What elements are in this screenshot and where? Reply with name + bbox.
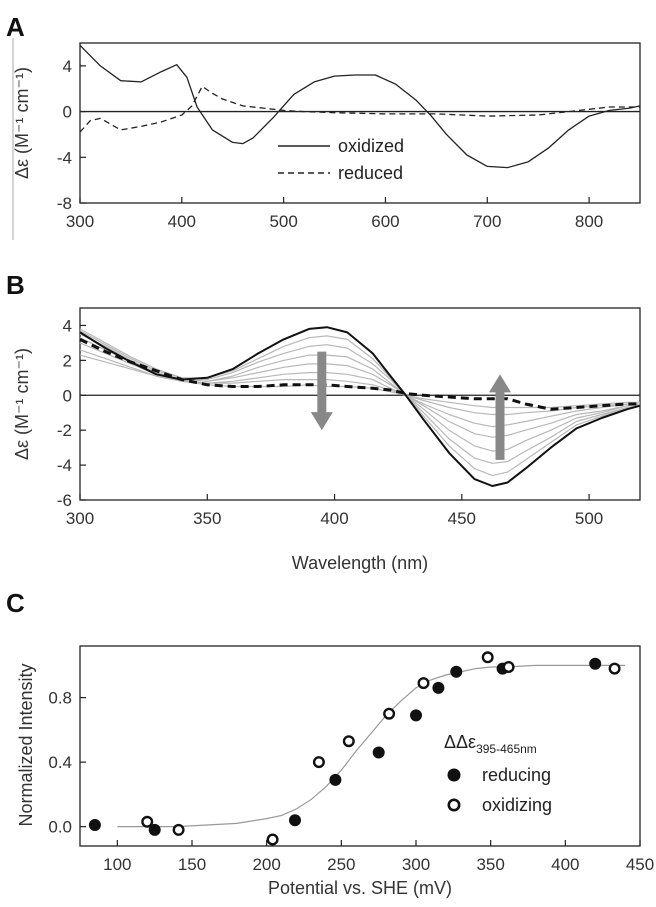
x-tick-label: 450 xyxy=(626,855,654,874)
point-oxidizing xyxy=(342,735,355,748)
x-tick-label: 450 xyxy=(448,509,476,528)
x-tick-label: 300 xyxy=(66,212,94,231)
point-oxidizing xyxy=(383,707,396,720)
x-tick-label: 250 xyxy=(327,855,355,874)
panel-a-axes: 300 400 500 600 700 800 -8 -4 0 4 xyxy=(57,57,640,231)
panel-c-points xyxy=(88,651,621,846)
panel-b-ylabel: Δε (M⁻¹ cm⁻¹) xyxy=(12,348,32,460)
legend-marker-oxidizing xyxy=(447,798,461,812)
titration-spectrum-line xyxy=(79,354,640,409)
y-tick-label: -4 xyxy=(57,148,72,167)
y-tick-label: 0 xyxy=(63,103,72,122)
legend-label-oxidized: oxidized xyxy=(338,136,404,156)
series-line-oxidized xyxy=(79,44,641,169)
legend-label-reduced: reduced xyxy=(338,163,403,183)
x-tick-label: 300 xyxy=(66,509,94,528)
x-tick-label: 500 xyxy=(575,509,603,528)
panel-a-ylabel: Δε (M⁻¹ cm⁻¹) xyxy=(12,67,32,179)
y-tick-label: 4 xyxy=(63,316,72,335)
point-oxidizing xyxy=(312,756,325,769)
point-oxidizing xyxy=(608,662,621,675)
panel-b-axes: 300 350 400 450 500 -6 -4 -2 0 2 4 xyxy=(57,316,640,528)
point-reducing xyxy=(589,657,602,670)
arrow-up-icon xyxy=(489,374,511,460)
y-tick-label: -4 xyxy=(57,456,72,475)
panel-b-curves xyxy=(79,326,641,487)
panel-c-ylabel: Normalized Intensity xyxy=(16,663,36,826)
y-tick-label: 2 xyxy=(63,351,72,370)
series-line-reduced xyxy=(79,85,640,133)
panel-c-axes: 100 150 200 250 300 350 400 450 0.0 0.4 0.8 xyxy=(48,689,654,874)
point-oxidizing xyxy=(141,815,154,828)
oxidized-spectrum-line xyxy=(79,326,641,487)
point-reducing xyxy=(88,819,101,831)
x-tick-label: 400 xyxy=(320,509,348,528)
point-reducing xyxy=(372,746,385,759)
panel-a-plot-frame xyxy=(79,42,641,204)
x-tick-label: 400 xyxy=(551,855,579,874)
panel-a-curves xyxy=(79,44,641,169)
point-reducing xyxy=(410,709,422,722)
x-tick-label: 100 xyxy=(103,855,131,874)
panel-b-xlabel: Wavelength (nm) xyxy=(292,553,428,573)
y-tick-label: 0 xyxy=(63,386,72,405)
point-reducing xyxy=(148,823,161,836)
y-tick-label: 0.4 xyxy=(48,753,72,772)
x-tick-label: 350 xyxy=(193,509,221,528)
legend-label-oxidizing: oxidizing xyxy=(482,795,552,815)
y-tick-label: -8 xyxy=(57,194,72,213)
x-tick-label: 300 xyxy=(402,855,430,874)
point-oxidizing xyxy=(172,823,185,836)
panel-b: B 300 350 400 450 500 -6 -4 -2 0 2 4 Δε (M⁻¹ cm⁻¹)… xyxy=(6,270,641,573)
legend-label-reducing: reducing xyxy=(482,765,551,785)
reduced-spectrum-line xyxy=(79,338,640,411)
x-tick-label: 350 xyxy=(476,855,504,874)
panel-b-arrows xyxy=(310,351,511,460)
panel-a: A 300 400 500 600 700 800 -8 -4 0 4 Δε (M⁻¹ cm⁻¹)… xyxy=(6,12,641,240)
y-tick-label: -2 xyxy=(57,421,72,440)
panel-c: C 100 150 200 250 300 350 400 450 0.0 0.4 0.8 Norm… xyxy=(6,588,654,898)
panel-b-plot-frame xyxy=(79,307,641,501)
panel-c-xlabel: Potential vs. SHE (mV) xyxy=(268,878,452,898)
x-tick-label: 800 xyxy=(575,212,603,231)
y-tick-label: 0.8 xyxy=(48,689,72,708)
x-tick-label: 600 xyxy=(371,212,399,231)
titration-spectrum-line xyxy=(79,330,641,464)
point-reducing xyxy=(450,665,463,678)
point-oxidizing xyxy=(502,661,515,674)
point-reducing xyxy=(329,773,342,786)
point-oxidizing xyxy=(266,833,279,846)
y-tick-label: 0.0 xyxy=(48,818,72,837)
arrow-down-icon xyxy=(310,351,333,431)
x-tick-label: 150 xyxy=(178,855,206,874)
point-oxidizing xyxy=(481,651,494,664)
legend-marker-reducing xyxy=(447,768,461,782)
panel-b-letter: B xyxy=(6,270,25,300)
panel-c-letter: C xyxy=(6,588,25,618)
titration-spectrum-line xyxy=(79,328,641,477)
point-oxidizing xyxy=(417,677,430,690)
y-tick-label: -6 xyxy=(57,491,72,510)
x-tick-label: 700 xyxy=(473,212,501,231)
panel-c-plot-frame xyxy=(79,645,641,847)
legend-title: ΔΔε395-465nm xyxy=(444,732,537,756)
titration-spectrum-line xyxy=(79,349,640,416)
x-tick-label: 500 xyxy=(269,212,297,231)
x-tick-label: 400 xyxy=(168,212,196,231)
x-tick-label: 200 xyxy=(252,855,280,874)
panel-a-letter: A xyxy=(6,12,25,42)
panel-a-legend: oxidized reduced xyxy=(278,136,404,183)
y-tick-label: 4 xyxy=(63,57,72,76)
point-reducing xyxy=(432,681,445,694)
point-reducing xyxy=(289,814,301,827)
panel-c-legend: ΔΔε395-465nm reducing oxidizing xyxy=(444,732,552,815)
